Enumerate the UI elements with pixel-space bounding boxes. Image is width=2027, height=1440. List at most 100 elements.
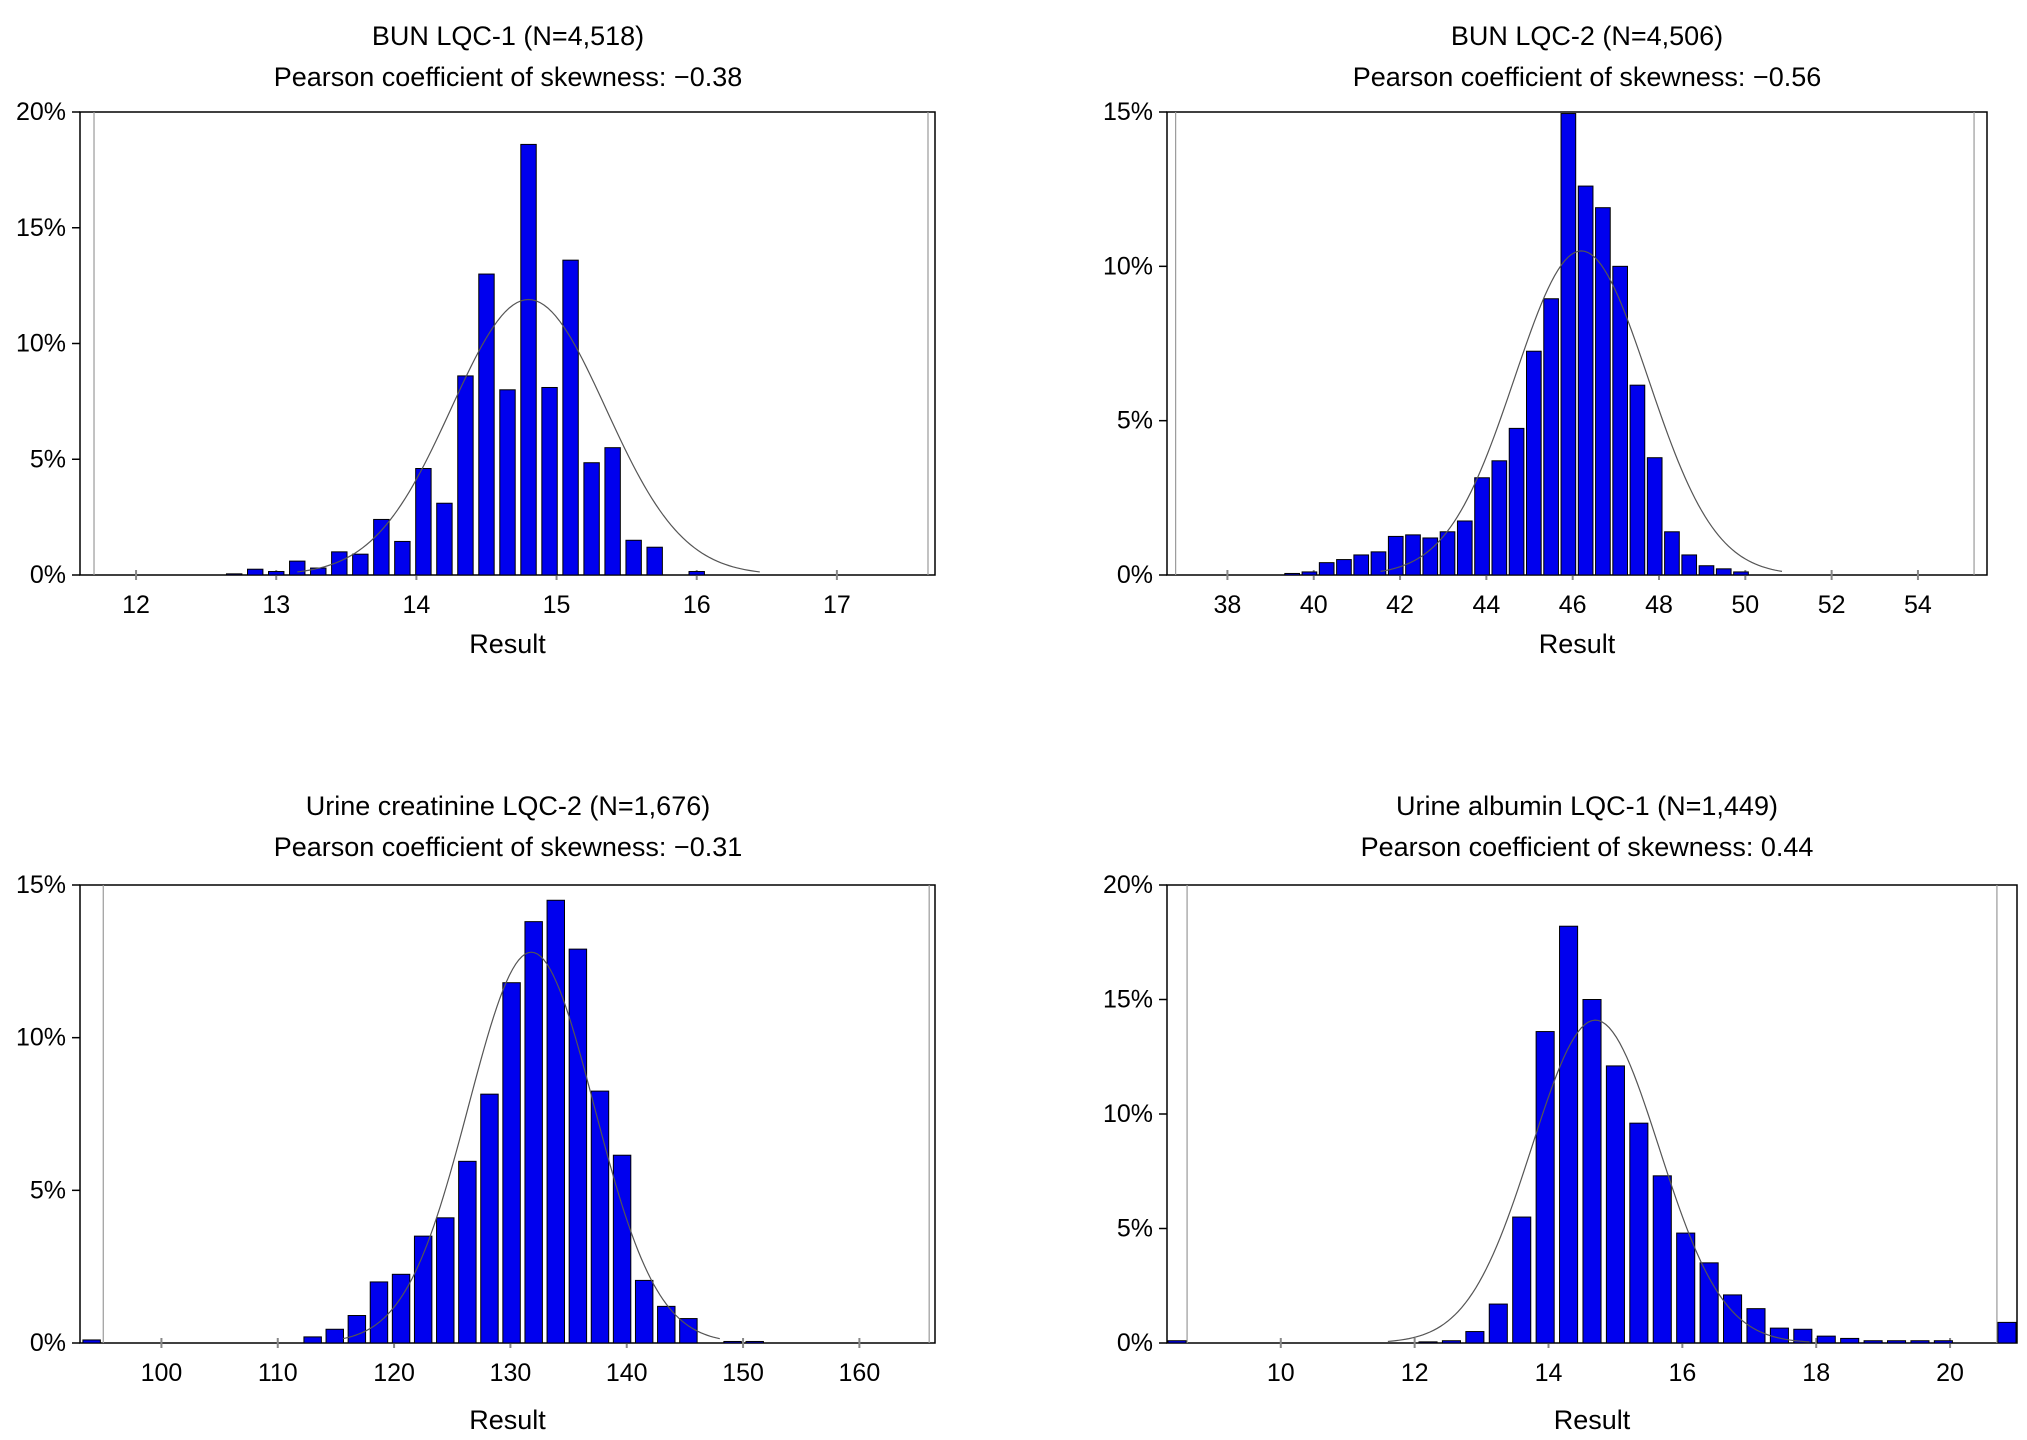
x-tick-label: 110 <box>258 1359 298 1387</box>
histogram-bar <box>1418 1341 1438 1344</box>
histogram-bar <box>436 1217 455 1344</box>
histogram-bar <box>373 518 390 576</box>
histogram-bar <box>520 143 537 576</box>
histogram-panel: Urine albumin LQC-1 (N=1,449) Pearson coe… <box>1103 791 2018 1435</box>
y-tick-label: 5% <box>30 1176 66 1204</box>
histogram-bar <box>657 1305 676 1344</box>
histogram-bar <box>413 1235 433 1344</box>
histogram-bar <box>246 568 264 576</box>
y-tick-label: 20% <box>16 98 66 126</box>
y-tick-label: 5% <box>1117 1215 1153 1243</box>
histogram-bar <box>1422 537 1439 576</box>
histogram-bar <box>590 1090 610 1344</box>
histogram-bar <box>524 921 543 1344</box>
histogram-bar <box>1353 554 1370 576</box>
histogram-bar <box>562 259 579 576</box>
histogram-bar <box>634 1279 654 1344</box>
histogram-bar <box>369 1281 389 1344</box>
x-axis-label: Result <box>469 1405 546 1435</box>
y-tick-label: 5% <box>30 445 66 473</box>
x-tick-label: 120 <box>373 1359 415 1387</box>
x-axis-label: Result <box>1539 629 1616 659</box>
histogram-bar <box>268 571 285 576</box>
x-tick-label: 14 <box>402 591 430 619</box>
histogram-bar <box>1387 535 1404 576</box>
histogram-bar <box>1559 925 1579 1344</box>
chart-title: BUN LQC-1 (N=4,518) <box>372 21 644 51</box>
x-tick-label: 20 <box>1936 1359 1964 1387</box>
histogram-bar <box>568 948 588 1344</box>
x-tick-label: 46 <box>1559 591 1587 619</box>
histogram-bar <box>604 447 621 576</box>
histogram-bar <box>1723 1294 1743 1344</box>
histogram-bar <box>1612 265 1628 576</box>
histogram-panel: Urine creatinine LQC-2 (N=1,676) Pearson … <box>16 791 936 1435</box>
histogram-bar <box>1933 1340 1953 1344</box>
histogram-bar <box>1646 457 1663 576</box>
x-tick-label: 130 <box>490 1359 532 1387</box>
y-tick-label: 15% <box>16 214 66 242</box>
y-tick-label: 15% <box>1103 98 1153 126</box>
histogram-bar <box>1474 477 1490 576</box>
histogram-bar <box>1370 551 1387 576</box>
histogram-bar <box>1816 1335 1836 1344</box>
y-tick-label: 10% <box>1103 1100 1153 1128</box>
histogram-bar <box>1318 562 1335 576</box>
histogram-bar <box>458 1160 477 1344</box>
x-tick-label: 18 <box>1802 1359 1830 1387</box>
x-tick-label: 50 <box>1731 591 1759 619</box>
histogram-bar <box>1560 113 1577 576</box>
x-tick-label: 160 <box>839 1359 881 1387</box>
y-tick-label: 10% <box>1103 252 1153 280</box>
histogram-bar <box>745 1340 764 1344</box>
y-tick-label: 0% <box>30 1329 66 1357</box>
chart-title: Urine creatinine LQC-2 (N=1,676) <box>306 791 710 821</box>
histogram-bar <box>1336 559 1352 576</box>
histogram-bar <box>1733 571 1749 576</box>
histogram-bar <box>1167 1340 1187 1344</box>
y-tick-label: 10% <box>16 1024 66 1052</box>
y-tick-label: 15% <box>1103 986 1153 1014</box>
x-tick-label: 16 <box>683 591 711 619</box>
histogram-bar <box>1886 1340 1907 1344</box>
histogram-bar <box>1863 1340 1883 1344</box>
x-tick-label: 42 <box>1386 591 1414 619</box>
histogram-bar <box>1910 1340 1930 1344</box>
histogram-bar <box>415 468 432 576</box>
histogram-bar <box>347 1315 367 1344</box>
x-axis-label: Result <box>469 629 546 659</box>
histogram-bar <box>1535 1031 1555 1344</box>
histogram-bar <box>1698 565 1715 576</box>
x-tick-label: 10 <box>1267 1359 1295 1387</box>
histogram-bar <box>1508 427 1525 576</box>
histogram-bar <box>1769 1327 1789 1344</box>
histogram-bar <box>1284 572 1300 576</box>
histogram-bar <box>723 1340 742 1344</box>
x-tick-label: 150 <box>722 1359 764 1387</box>
histogram-bar <box>1699 1262 1719 1344</box>
histogram-bar <box>688 571 705 576</box>
histogram-bar <box>1465 1331 1485 1344</box>
histogram-bar <box>1652 1175 1672 1344</box>
histogram-bar <box>1664 531 1680 576</box>
histogram-bar <box>1441 1340 1461 1344</box>
y-tick-label: 0% <box>1117 1329 1153 1357</box>
histogram-bar <box>457 375 474 576</box>
normal-curve <box>297 298 760 573</box>
x-tick-label: 44 <box>1472 591 1500 619</box>
histogram-bar <box>1840 1337 1860 1344</box>
histogram-bar <box>1681 554 1698 576</box>
y-tick-label: 0% <box>30 561 66 589</box>
x-tick-label: 140 <box>606 1359 648 1387</box>
x-tick-label: 48 <box>1645 591 1673 619</box>
histogram-bar <box>1488 1303 1508 1344</box>
histogram-bar <box>394 540 411 576</box>
x-tick-label: 38 <box>1214 591 1242 619</box>
chart-title: Urine albumin LQC-1 (N=1,449) <box>1396 791 1778 821</box>
histogram-bar <box>1526 350 1542 576</box>
histogram-bar <box>1577 185 1594 576</box>
histogram-bar <box>583 462 600 576</box>
x-tick-label: 52 <box>1818 591 1846 619</box>
histogram-bar <box>1512 1216 1532 1344</box>
histogram-bar <box>352 553 369 576</box>
